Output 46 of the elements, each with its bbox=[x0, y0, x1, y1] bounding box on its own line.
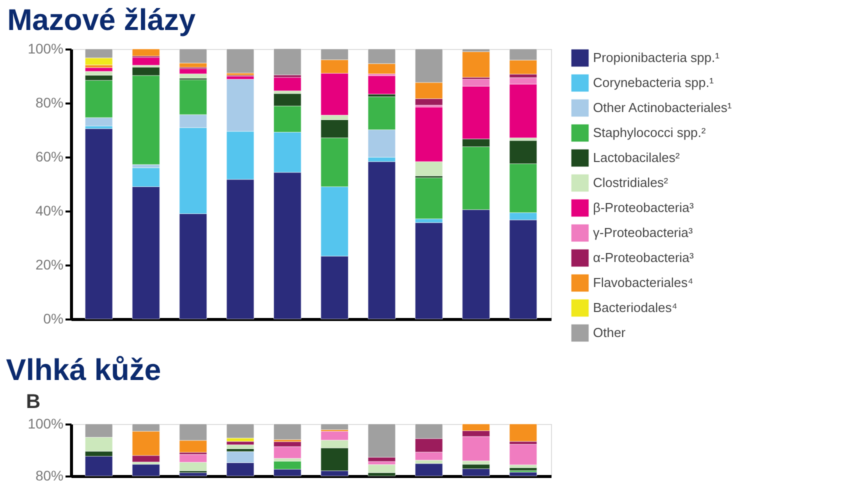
bar bbox=[509, 472, 538, 476]
bar bbox=[368, 161, 396, 320]
bar bbox=[509, 444, 538, 465]
legend-label: Bacteriodales⁴ bbox=[593, 300, 678, 315]
bar bbox=[274, 48, 302, 76]
bar bbox=[462, 468, 490, 476]
bar bbox=[179, 48, 207, 64]
bar bbox=[226, 441, 254, 445]
y-tick-label: 80% bbox=[35, 94, 64, 110]
bar bbox=[415, 178, 443, 219]
y-tick-label: 60% bbox=[35, 148, 64, 164]
chart-title: Mazové žlázy bbox=[7, 4, 196, 37]
y-tick-label: 40% bbox=[35, 202, 64, 218]
legend-label: Lactobacilales² bbox=[593, 150, 680, 165]
y-tick-label: 0% bbox=[43, 310, 64, 326]
bar bbox=[509, 424, 538, 442]
bar bbox=[415, 463, 443, 476]
bar bbox=[415, 222, 443, 320]
chart-title: Vlhká kůže bbox=[6, 354, 162, 387]
bar bbox=[274, 77, 302, 91]
bar bbox=[132, 464, 160, 476]
y-tick-label: 80% bbox=[35, 468, 64, 484]
bar bbox=[274, 446, 302, 458]
y-tick-label: 20% bbox=[35, 256, 64, 272]
legend-label: Propionibacteria spp.¹ bbox=[593, 50, 720, 65]
bar bbox=[84, 128, 113, 320]
bar bbox=[226, 424, 254, 438]
bar bbox=[368, 464, 396, 473]
text: B bbox=[26, 391, 40, 413]
legend-label: Flavobacteriales⁴ bbox=[593, 275, 694, 290]
legend-label: γ-Proteobacteria³ bbox=[593, 225, 694, 240]
legend-label: β-Proteobacteria³ bbox=[593, 200, 694, 215]
bar bbox=[226, 444, 254, 449]
legend-label: Staphylococci spp.² bbox=[593, 125, 706, 140]
bar bbox=[462, 52, 490, 78]
legend-label: Other Actinobacteriales¹ bbox=[593, 100, 732, 115]
legend-label: Other bbox=[593, 325, 626, 340]
legend-label: α-Proteobacteria³ bbox=[593, 250, 694, 265]
bar bbox=[274, 424, 302, 440]
legend-label: Clostridiales² bbox=[593, 175, 669, 190]
y-tick-label: 100% bbox=[28, 416, 64, 432]
bar bbox=[226, 48, 254, 74]
y-tick-label: 100% bbox=[28, 40, 64, 56]
legend-label: Corynebacteria spp.¹ bbox=[593, 75, 714, 90]
bar bbox=[179, 472, 207, 476]
bar bbox=[368, 76, 396, 94]
